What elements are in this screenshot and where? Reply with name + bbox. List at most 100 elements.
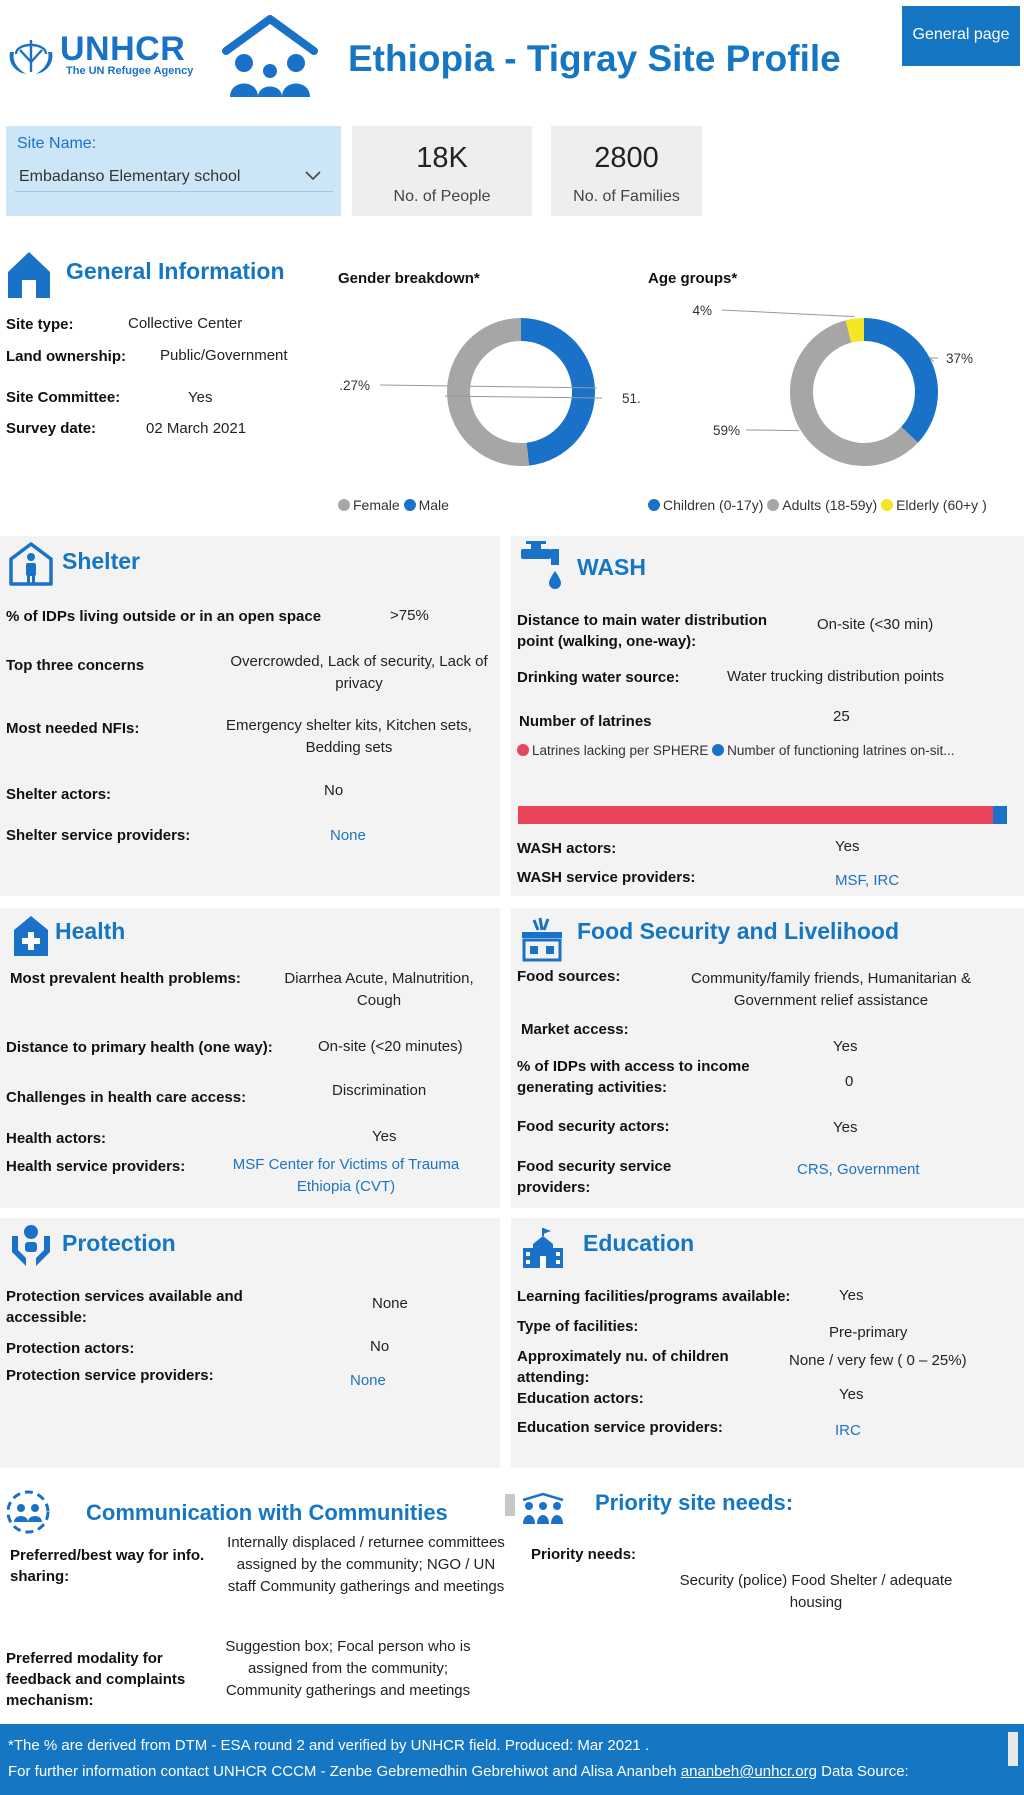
food-income-value: 0	[845, 1073, 854, 1090]
education-actors-label: Education actors:	[517, 1390, 644, 1407]
land-ownership-label: Land ownership:	[6, 348, 126, 365]
shelter-open-space-value: >75%	[390, 607, 429, 624]
food-panel: Food Security and Livelihood Food source…	[511, 908, 1024, 1208]
latrines-bar	[518, 806, 1007, 824]
education-title: Education	[583, 1230, 695, 1256]
slice-male[interactable]	[447, 318, 530, 466]
food-market-value: Yes	[833, 1038, 858, 1055]
kpi-people-card: 18K No. of People	[352, 126, 532, 216]
wash-providers-label: WASH service providers:	[517, 869, 696, 886]
wash-panel: WASH Distance to main water distribution…	[511, 536, 1024, 896]
shelter-title: Shelter	[62, 548, 140, 574]
communication-cycle-icon	[6, 1490, 50, 1534]
health-problems-label: Most prevalent health problems:	[10, 970, 241, 987]
survey-date-label: Survey date:	[6, 420, 97, 437]
kpi-people-value: 18K	[416, 142, 468, 174]
education-children-value: None / very few ( 0 – 25%)	[789, 1352, 967, 1369]
wash-latrines-value: 25	[833, 708, 850, 725]
communication-panel: Communication with Communities Preferred…	[0, 1480, 505, 1720]
page-title: Ethiopia - Tigray Site Profile	[348, 38, 841, 79]
shelter-panel: Shelter % of IDPs living outside or in a…	[0, 536, 500, 896]
footer-contact-text: For further information contact UNHCR CC…	[8, 1763, 681, 1780]
site-name-slicer: Site Name: Embadanso Elementary school	[6, 126, 341, 216]
site-committee-value: Yes	[188, 389, 213, 406]
age-chart: 37% 59% 4%	[692, 303, 973, 467]
kpi-families-label: No. of Families	[573, 188, 680, 205]
slice-adults-18-59y[interactable]	[790, 320, 918, 467]
shelter-nfis-value: Emergency shelter kits, Kitchen sets, Be…	[226, 717, 472, 756]
wash-distance-label: Distance to main water distribution poin…	[517, 612, 768, 650]
health-actors-value: Yes	[372, 1128, 397, 1145]
protection-hands-icon	[12, 1225, 50, 1266]
protection-services-value: None	[372, 1295, 408, 1312]
education-actors-value: Yes	[839, 1386, 864, 1403]
kpi-families-card: 2800 No. of Families	[551, 126, 702, 216]
data-label: 48.27%	[340, 378, 370, 393]
protection-providers-value[interactable]: None	[350, 1372, 386, 1389]
shelter-actors-value: No	[324, 782, 344, 799]
gender-legend: Female Male	[338, 497, 449, 513]
wash-source-value: Water trucking distribution points	[727, 668, 945, 685]
site-name-label: Site Name:	[17, 135, 97, 152]
shelter-open-space-label: % of IDPs living outside or in an open s…	[6, 608, 322, 625]
health-problems-value: Diarrhea Acute, Malnutrition, Cough	[284, 970, 474, 1009]
people-group-icon	[522, 1492, 564, 1524]
person-shelter-icon	[9, 542, 53, 586]
legend-elderly: Elderly (60+y )	[881, 497, 987, 513]
education-providers-value[interactable]: IRC	[835, 1422, 861, 1439]
unhcr-emblem-icon	[9, 40, 53, 74]
water-tap-icon	[521, 541, 561, 589]
wash-latrines-label: Number of latrines	[519, 713, 652, 730]
legend-male: Male	[403, 497, 449, 513]
latrines-lacking-segment	[518, 806, 994, 824]
data-label: 37%	[946, 351, 973, 366]
shelter-providers-value[interactable]: None	[330, 827, 366, 844]
slice-elderly-60-y[interactable]	[845, 318, 864, 343]
food-providers-value[interactable]: CRS, Government	[797, 1161, 920, 1178]
priority-title: Priority site needs:	[595, 1490, 794, 1515]
legend-latrines-functioning: Number of functioning latrines on-sit...	[712, 743, 954, 758]
health-providers-value[interactable]: MSF Center for Victims of Trauma Ethiopi…	[232, 1156, 460, 1195]
footer-data-source: Data Source:	[816, 1763, 909, 1780]
legend-latrines-lacking: Latrines lacking per SPHERE	[517, 743, 708, 758]
shelter-concerns-value: Overcrowded, Lack of security, Lack of p…	[230, 653, 488, 692]
priority-marker	[505, 1494, 515, 1516]
data-label: 4%	[692, 303, 712, 318]
priority-panel: Priority site needs: Priority needs: Sec…	[505, 1480, 1024, 1720]
health-providers-label: Health service providers:	[6, 1158, 186, 1175]
health-distance-label: Distance to primary health (one way):	[6, 1039, 273, 1056]
legend-adults: Adults (18-59y)	[767, 497, 877, 513]
education-type-value: Pre-primary	[829, 1324, 908, 1341]
general-info-panel: General Information Site type: Collectiv…	[0, 246, 325, 530]
health-challenges-value: Discrimination	[332, 1082, 427, 1099]
slice-female[interactable]	[521, 318, 596, 466]
protection-actors-label: Protection actors:	[6, 1340, 135, 1357]
food-market-label: Market access:	[521, 1021, 629, 1038]
wash-providers-value[interactable]: MSF, IRC	[835, 872, 900, 889]
footer-scrollbar[interactable]	[1008, 1732, 1018, 1766]
footer-note: *The % are derived from DTM - ESA round …	[8, 1737, 650, 1754]
protection-providers-label: Protection service providers:	[6, 1367, 214, 1384]
footer-email-link[interactable]: ananbeh@unhcr.org	[680, 1763, 817, 1780]
wash-distance-value: On-site (<30 min)	[817, 616, 934, 633]
age-chart-title: Age groups*	[648, 270, 738, 287]
footer-contact: For further information contact UNHCR CC…	[8, 1763, 909, 1780]
site-committee-label: Site Committee:	[6, 389, 121, 406]
site-name-dropdown[interactable]: Embadanso Elementary school	[15, 162, 333, 192]
family-house-icon	[222, 15, 318, 97]
school-icon	[523, 1228, 563, 1268]
health-house-icon	[14, 916, 48, 956]
unhcr-logo: UNHCR The UN Refugee Agency	[6, 30, 196, 80]
wash-actors-value: Yes	[835, 838, 860, 855]
slice-children-0-17y[interactable]	[864, 318, 938, 443]
shelter-actors-label: Shelter actors:	[6, 786, 112, 803]
leader-line	[721, 309, 855, 318]
communication-feedback-label: Preferred modality for feedback and comp…	[6, 1650, 186, 1709]
general-page-button[interactable]: General page	[902, 6, 1020, 66]
data-label: 51.73%	[622, 391, 640, 406]
communication-feedback-value: Suggestion box; Focal person who is assi…	[225, 1638, 471, 1699]
protection-panel: Protection Protection services available…	[0, 1218, 500, 1468]
communication-title: Communication with Communities	[86, 1500, 448, 1525]
food-title: Food Security and Livelihood	[577, 918, 900, 944]
protection-actors-value: No	[370, 1338, 390, 1355]
